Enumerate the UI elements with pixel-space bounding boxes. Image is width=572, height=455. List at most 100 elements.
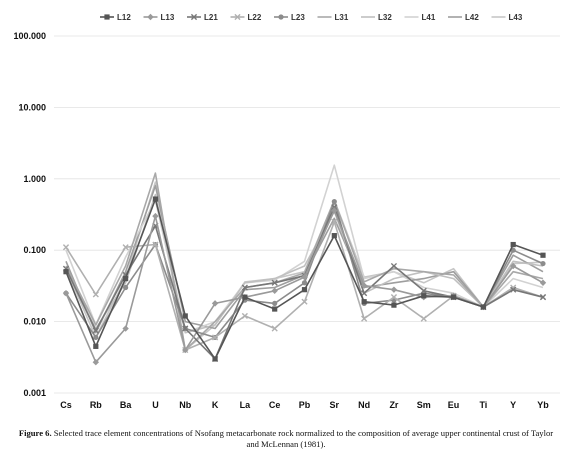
data-point (390, 286, 398, 293)
series-l31 (65, 172, 544, 351)
data-point (234, 13, 241, 21)
trace-element-chart: 100.000 10.000 1.000 0.100 0.010 0.001 Cs Rb Ba U… (13, 13, 560, 410)
data-point (123, 284, 129, 291)
x-tick-label: U (152, 400, 159, 410)
x-tick-label: Zr (389, 400, 398, 410)
data-point (211, 334, 219, 341)
data-point (241, 284, 248, 291)
legend-item-l22: L22 (230, 13, 262, 22)
data-point (62, 244, 70, 251)
data-point (62, 289, 70, 297)
series-layer (62, 164, 547, 366)
data-point (509, 262, 517, 270)
legend-label: L23 (291, 13, 305, 22)
data-point (540, 252, 546, 258)
data-point (152, 241, 159, 248)
series-l12 (63, 196, 546, 362)
legend-label: L12 (117, 13, 131, 22)
caption-label: Figure 6. (18, 428, 52, 438)
legend-label: L43 (509, 13, 523, 22)
data-point (147, 13, 154, 21)
x-tick-label: Ba (120, 400, 132, 410)
series-line (65, 164, 544, 334)
data-point (331, 218, 338, 225)
data-point (301, 280, 308, 286)
series-l23 (63, 198, 546, 341)
data-point (92, 291, 99, 298)
data-point (301, 287, 308, 293)
data-point (510, 241, 516, 248)
data-point (360, 282, 368, 289)
legend: L12 L13 L21 L22 L23 L31 L32 L41 L42 L43 (100, 13, 523, 22)
data-point (190, 13, 198, 21)
data-point (272, 306, 278, 312)
series-l41 (65, 164, 544, 334)
data-point (63, 269, 69, 275)
data-point (92, 359, 100, 366)
legend-item-l21: L21 (187, 13, 218, 22)
data-point (182, 346, 189, 354)
data-point (361, 290, 368, 297)
legend-item-l41: L41 (404, 13, 436, 22)
x-tick-label: K (212, 400, 219, 410)
series-line (65, 193, 544, 334)
x-tick-label: Sr (330, 400, 340, 410)
legend-item-l42: L42 (448, 13, 479, 22)
data-point (123, 276, 129, 282)
data-point (152, 196, 159, 202)
data-point (241, 312, 248, 320)
data-point (152, 212, 159, 220)
figure-caption: Figure 6. Selected trace element concent… (16, 428, 556, 450)
series-l32 (65, 193, 544, 334)
data-point (92, 327, 99, 334)
legend-label: L42 (465, 13, 479, 22)
x-tick-label: Sm (417, 400, 431, 410)
data-point (122, 325, 129, 332)
data-point (93, 343, 99, 349)
data-point (539, 279, 547, 286)
data-point (450, 294, 457, 300)
y-tick-label: 100.000 (13, 31, 46, 41)
x-tick-label: Rb (90, 400, 102, 410)
data-point (271, 287, 278, 295)
legend-label: L13 (161, 13, 175, 22)
axis-layer: 100.000 10.000 1.000 0.100 0.010 0.001 Cs Rb Ba U… (13, 31, 549, 410)
legend-item-l43: L43 (491, 13, 523, 22)
legend-label: L22 (248, 13, 262, 22)
legend-label: L41 (422, 13, 436, 22)
legend-label: L31 (335, 13, 349, 22)
data-point (211, 300, 219, 307)
data-point (182, 325, 189, 332)
series-line (65, 172, 544, 351)
legend-label: L32 (378, 13, 392, 22)
data-point (391, 302, 397, 308)
x-tick-label: Nb (179, 400, 191, 410)
x-tick-label: Eu (448, 400, 460, 410)
x-tick-label: Nd (358, 400, 370, 410)
y-tick-label: 0.100 (23, 245, 46, 255)
data-point (271, 325, 278, 332)
grid-layer (54, 35, 560, 394)
data-point (331, 207, 338, 214)
x-tick-label: Ce (269, 400, 281, 410)
y-tick-label: 1.000 (23, 174, 46, 184)
data-point (539, 294, 547, 301)
data-point (510, 286, 517, 293)
data-point (331, 204, 338, 211)
data-point (242, 294, 248, 300)
data-point (104, 14, 110, 20)
x-tick-label: Y (510, 400, 516, 410)
y-tick-label: 0.010 (23, 317, 46, 327)
legend-item-l23: L23 (274, 13, 305, 22)
x-tick-label: Yb (537, 400, 549, 410)
data-point (420, 315, 427, 322)
data-point (272, 300, 278, 306)
data-point (510, 284, 517, 291)
data-point (331, 233, 337, 239)
data-point (390, 294, 398, 301)
x-tick-label: La (240, 400, 251, 410)
data-point (390, 262, 398, 270)
legend-item-l31: L31 (317, 13, 349, 22)
data-point (361, 315, 368, 322)
data-point (540, 260, 546, 267)
